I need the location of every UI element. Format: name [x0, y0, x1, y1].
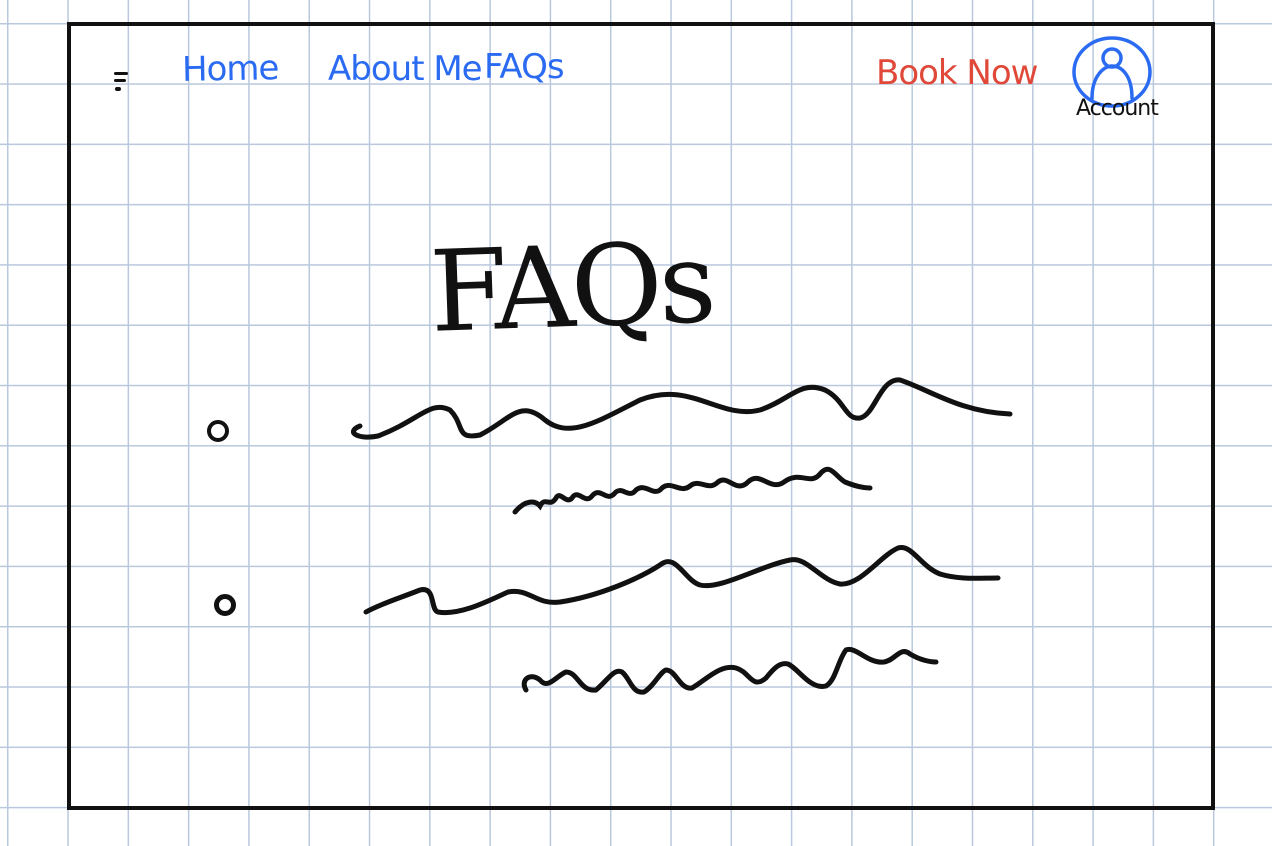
- nav-about-link[interactable]: About Me: [328, 49, 483, 89]
- account-label[interactable]: Account: [1076, 96, 1159, 121]
- hamburger-menu-icon[interactable]: [112, 68, 130, 94]
- book-now-button[interactable]: Book Now: [876, 53, 1038, 93]
- wireframe-frame: [67, 22, 1215, 810]
- faq-bullet-icon: [207, 420, 229, 442]
- nav-faqs-link[interactable]: FAQs: [484, 47, 565, 87]
- account-button[interactable]: [1070, 36, 1170, 136]
- user-circle-icon: [1072, 36, 1152, 108]
- faq-bullet-icon: [214, 594, 236, 616]
